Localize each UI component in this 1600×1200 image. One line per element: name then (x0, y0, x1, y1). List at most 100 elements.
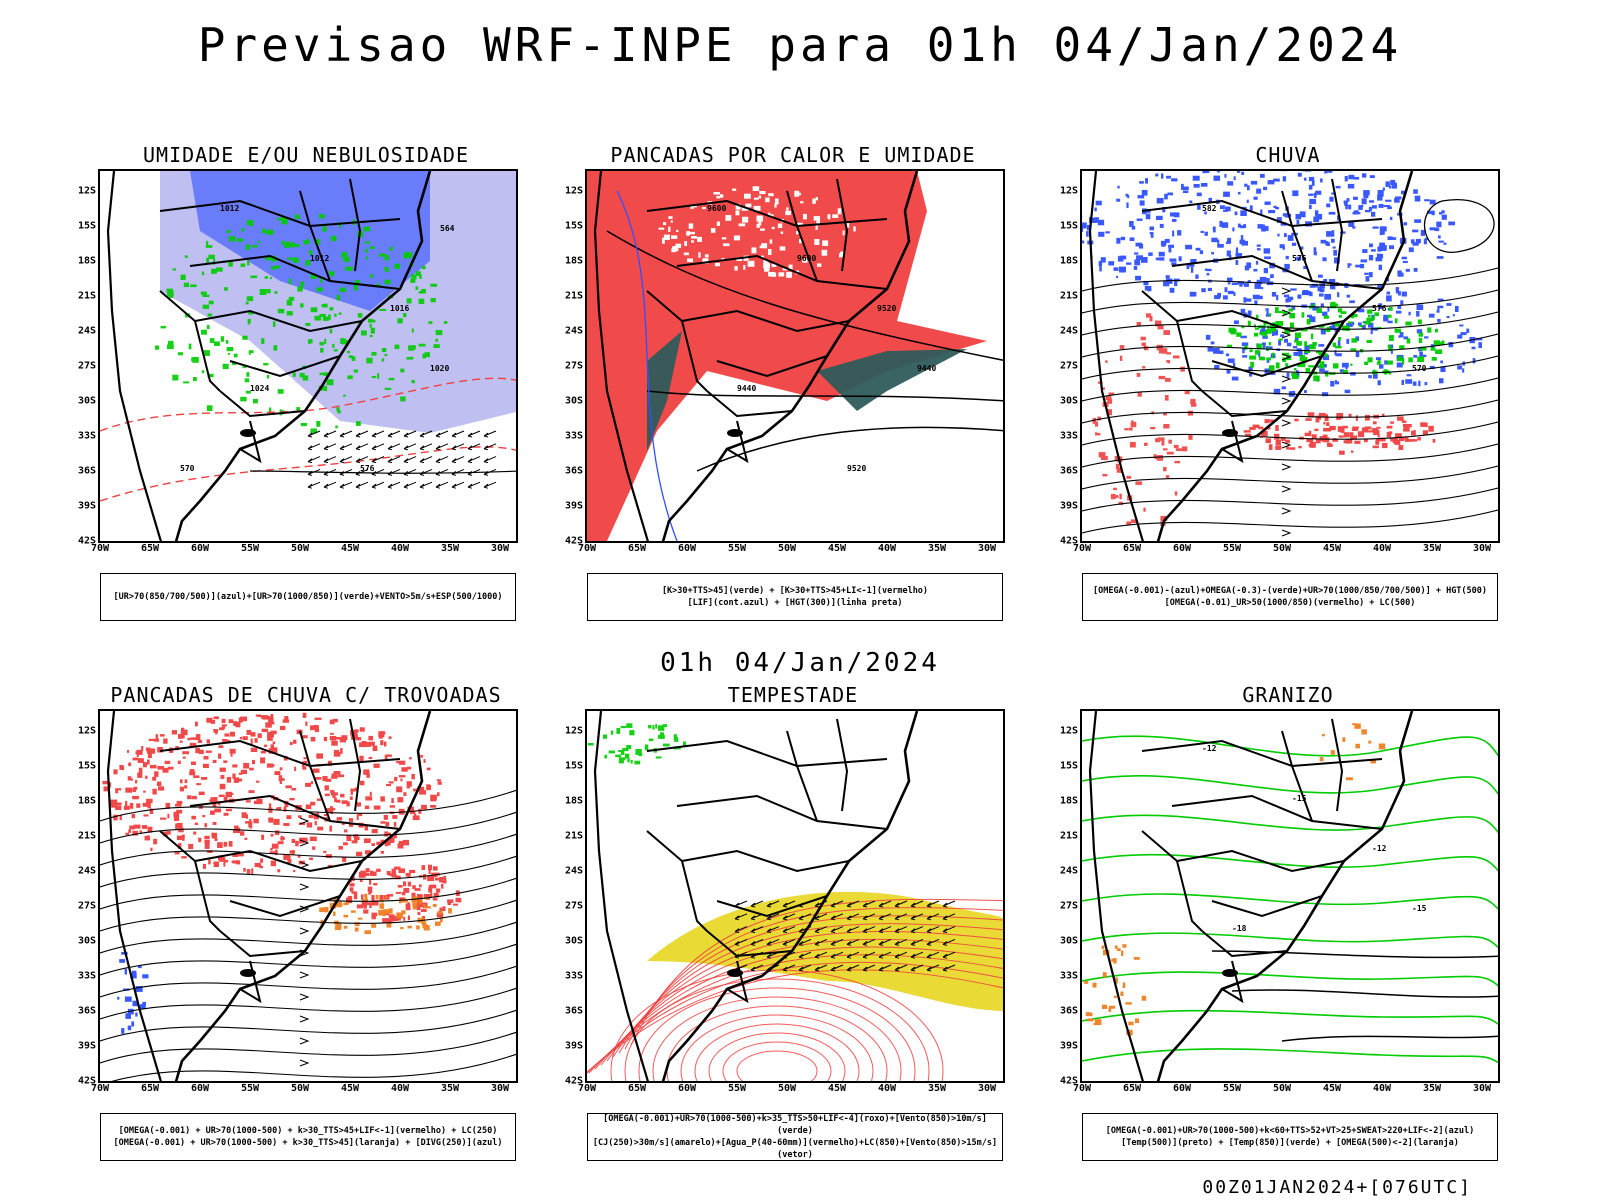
map-plot-area: 582 576 576 570 (1080, 169, 1500, 543)
lat-tick-label: 18S (564, 255, 583, 267)
lon-tick-label: 35W (440, 543, 460, 554)
lon-tick-label: 45W (1322, 543, 1342, 554)
contour-label: 9600 (797, 254, 816, 263)
lat-tick-label: 30S (564, 935, 583, 947)
panel-legend: [UR>70(850/700/500)](azul)+[UR>70(1000/8… (100, 573, 516, 621)
lifted-index-contour (616, 190, 678, 541)
latitude-axis: 12S 15S 18S 21S 24S 27S 30S 33S 36S 39S 42S (555, 709, 583, 1087)
lat-tick-label: 42S (77, 535, 96, 547)
lat-tick-label: 33S (77, 430, 96, 442)
lat-tick-label: 12S (77, 725, 96, 737)
legend-line: [LIF](cont.azul) + [HGT(300)](linha pret… (687, 598, 903, 608)
lon-tick-label: 40W (877, 1083, 897, 1094)
contour-label: 576 (360, 464, 375, 473)
coastline-and-borders (1088, 171, 1414, 541)
divergence-blue (117, 951, 149, 1034)
lon-tick-label: 55W (727, 543, 747, 554)
temperature-500-contour-18 (1281, 1035, 1498, 1042)
lon-tick-label: 60W (677, 543, 697, 554)
lon-tick-label: 30W (977, 543, 997, 554)
lat-tick-label: 39S (564, 1040, 583, 1052)
lat-tick-label: 24S (1059, 865, 1078, 877)
lon-tick-label: 40W (390, 543, 410, 554)
lon-tick-label: 50W (1272, 543, 1292, 554)
page-title: Previsao WRF-INPE para 01h 04/Jan/2024 (197, 18, 1403, 72)
lon-tick-label: 60W (677, 1083, 697, 1094)
lon-tick-label: 35W (1422, 1083, 1442, 1094)
lat-tick-label: 30S (77, 395, 96, 407)
lon-tick-label: 50W (1272, 1083, 1292, 1094)
longitude-axis: 70W 65W 60W 55W 50W 45W 40W 35W 30W (91, 1083, 518, 1097)
map-plot-area: 9600 9600 9520 9440 9440 9520 (585, 169, 1005, 543)
contour-label: 570 (180, 464, 195, 473)
lat-tick-label: 39S (1059, 1040, 1078, 1052)
lon-tick-label: 30W (1472, 543, 1492, 554)
lat-tick-label: 39S (564, 500, 583, 512)
coastline-and-borders (593, 711, 919, 1081)
lat-tick-label: 27S (564, 360, 583, 372)
coastline-and-borders (106, 171, 432, 541)
height-contour-9600 (606, 230, 1003, 361)
map-plot-area (98, 709, 518, 1083)
lon-tick-label: 45W (827, 543, 847, 554)
lon-tick-label: 65W (627, 543, 647, 554)
lat-tick-label: 27S (1059, 360, 1078, 372)
lat-tick-label: 24S (564, 865, 583, 877)
wind-vectors (307, 430, 497, 489)
legend-line: [OMEGA(-0.001)+UR>70(1000-500)+k<60+TTS>… (1105, 1126, 1475, 1136)
lon-tick-label: 65W (140, 1083, 160, 1094)
lon-tick-label: 35W (927, 1083, 947, 1094)
contour-label: 1024 (250, 384, 269, 393)
lat-tick-label: 30S (77, 935, 96, 947)
instability-area-dark-west (647, 331, 682, 451)
lat-tick-label: 42S (1059, 535, 1078, 547)
omega-orange (1084, 944, 1147, 1036)
contour-label: 9440 (917, 364, 936, 373)
panel-title: GRANIZO (1242, 683, 1334, 707)
lat-tick-label: 18S (77, 795, 96, 807)
panel-legend: [K>30+TTS>45](verde) + [K>30+TTS>45+LI<-… (587, 573, 1003, 621)
lon-tick-label: 60W (1172, 543, 1192, 554)
legend-line: [CJ(250)>30m/s](amarelo)+[Agua_P(40-60mm… (592, 1138, 998, 1160)
lon-tick-label: 40W (1372, 543, 1392, 554)
pressure-contour-1024 (249, 470, 516, 474)
lon-tick-label: 55W (1222, 1083, 1242, 1094)
lon-tick-label: 70W (577, 1083, 597, 1094)
panel-legend: [OMEGA(-0.001)+UR>70(1000-500)+k>35_TTS>… (587, 1113, 1003, 1161)
lon-tick-label: 70W (577, 543, 597, 554)
contour-label: 576 (1372, 304, 1387, 313)
lon-tick-label: 70W (90, 1083, 110, 1094)
lat-tick-label: 24S (77, 325, 96, 337)
forecast-date-label: 01h 04/Jan/2024 (660, 648, 940, 678)
lon-tick-label: 60W (190, 543, 210, 554)
lat-tick-label: 42S (564, 1075, 583, 1087)
lat-tick-label: 18S (1059, 255, 1078, 267)
lon-tick-label: 50W (290, 1083, 310, 1094)
lon-tick-label: 35W (927, 543, 947, 554)
coastline-and-borders (593, 171, 919, 541)
lon-tick-label: 55W (240, 543, 260, 554)
lat-tick-label: 15S (77, 760, 96, 772)
panel-umidade: UMIDADE E/OU NEBULOSIDADE 12S 15S 18S 21S 24S… (68, 143, 528, 623)
latitude-axis: 12S 15S 18S 21S 24S 27S 30S 33S 36S 39S 42S (68, 709, 96, 1087)
coastline-and-borders (106, 711, 432, 1081)
wind-850-vectors (734, 900, 956, 972)
lon-tick-label: 70W (90, 543, 110, 554)
lat-tick-label: 15S (1059, 760, 1078, 772)
lat-tick-label: 12S (564, 725, 583, 737)
lat-tick-label: 18S (77, 255, 96, 267)
lon-tick-label: 65W (1122, 1083, 1142, 1094)
panel-legend: [OMEGA(-0.001)-(azul)+OMEGA(-0.3)-(verde… (1082, 573, 1498, 621)
panel-title: TEMPESTADE (727, 683, 859, 707)
streamlines-250hpa (100, 789, 516, 1081)
latitude-axis: 12S 15S 18S 21S 24S 27S 30S 33S 36S 39S 42S (68, 169, 96, 547)
contour-labels: 9600 9600 9520 9440 9440 9520 (707, 204, 936, 473)
lat-tick-label: 42S (77, 1075, 96, 1087)
lat-tick-label: 39S (1059, 500, 1078, 512)
panel-chuva: CHUVA 12S 15S 18S 21S 24S 27S 30S 33S 36S 39S 42S 58… (1050, 143, 1510, 623)
precipitable-water-contours (587, 898, 1003, 1081)
lon-tick-label: 30W (1472, 1083, 1492, 1094)
thunderstorm-area-red (102, 712, 442, 875)
lat-tick-label: 39S (77, 1040, 96, 1052)
contour-labels: 1012 1012 1016 1020 1024 576 570 564 (180, 204, 455, 473)
